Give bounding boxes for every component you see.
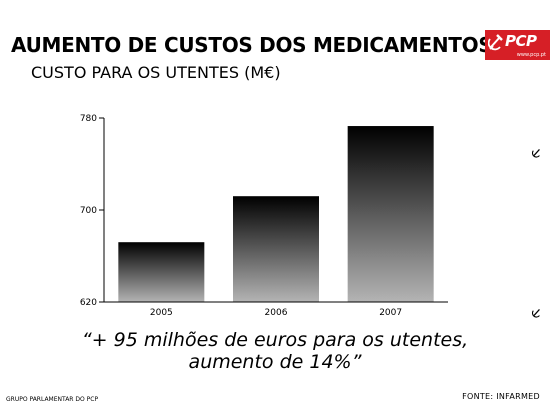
y-tick-label: 780 — [80, 114, 97, 124]
logo-url: www.pcp.pt — [516, 52, 546, 58]
footer-source: FONTE: INFARMED — [462, 392, 540, 401]
bar-2005 — [118, 242, 205, 302]
x-tick-label: 2006 — [265, 308, 288, 318]
quote-line-2: aumento de 14%” — [188, 351, 362, 373]
footer-source-org: GRUPO PARLAMENTAR DO PCP — [6, 396, 99, 403]
hammer-sickle-icon — [488, 34, 503, 51]
pcp-logo: PCP www.pcp.pt — [485, 30, 550, 60]
x-tick-label: 2005 — [150, 308, 173, 318]
x-tick-label: 2007 — [379, 308, 402, 318]
y-tick-label: 700 — [80, 206, 97, 216]
hammer-sickle-icon — [532, 309, 540, 318]
hammer-sickle-icon — [532, 149, 540, 158]
quote: “+ 95 milhões de euros para os utentes, … — [0, 329, 550, 373]
y-tick-label: 620 — [80, 298, 97, 308]
quote-line-1: “+ 95 milhões de euros para os utentes, — [81, 329, 469, 351]
chart-title: AUMENTO DE CUSTOS DOS MEDICAMENTOS — [11, 33, 493, 57]
bar-2006 — [233, 196, 319, 302]
chart-subtitle: CUSTO PARA OS UTENTES (M€) — [31, 63, 281, 82]
logo-text: PCP — [505, 32, 537, 50]
bar-2007 — [347, 126, 434, 302]
